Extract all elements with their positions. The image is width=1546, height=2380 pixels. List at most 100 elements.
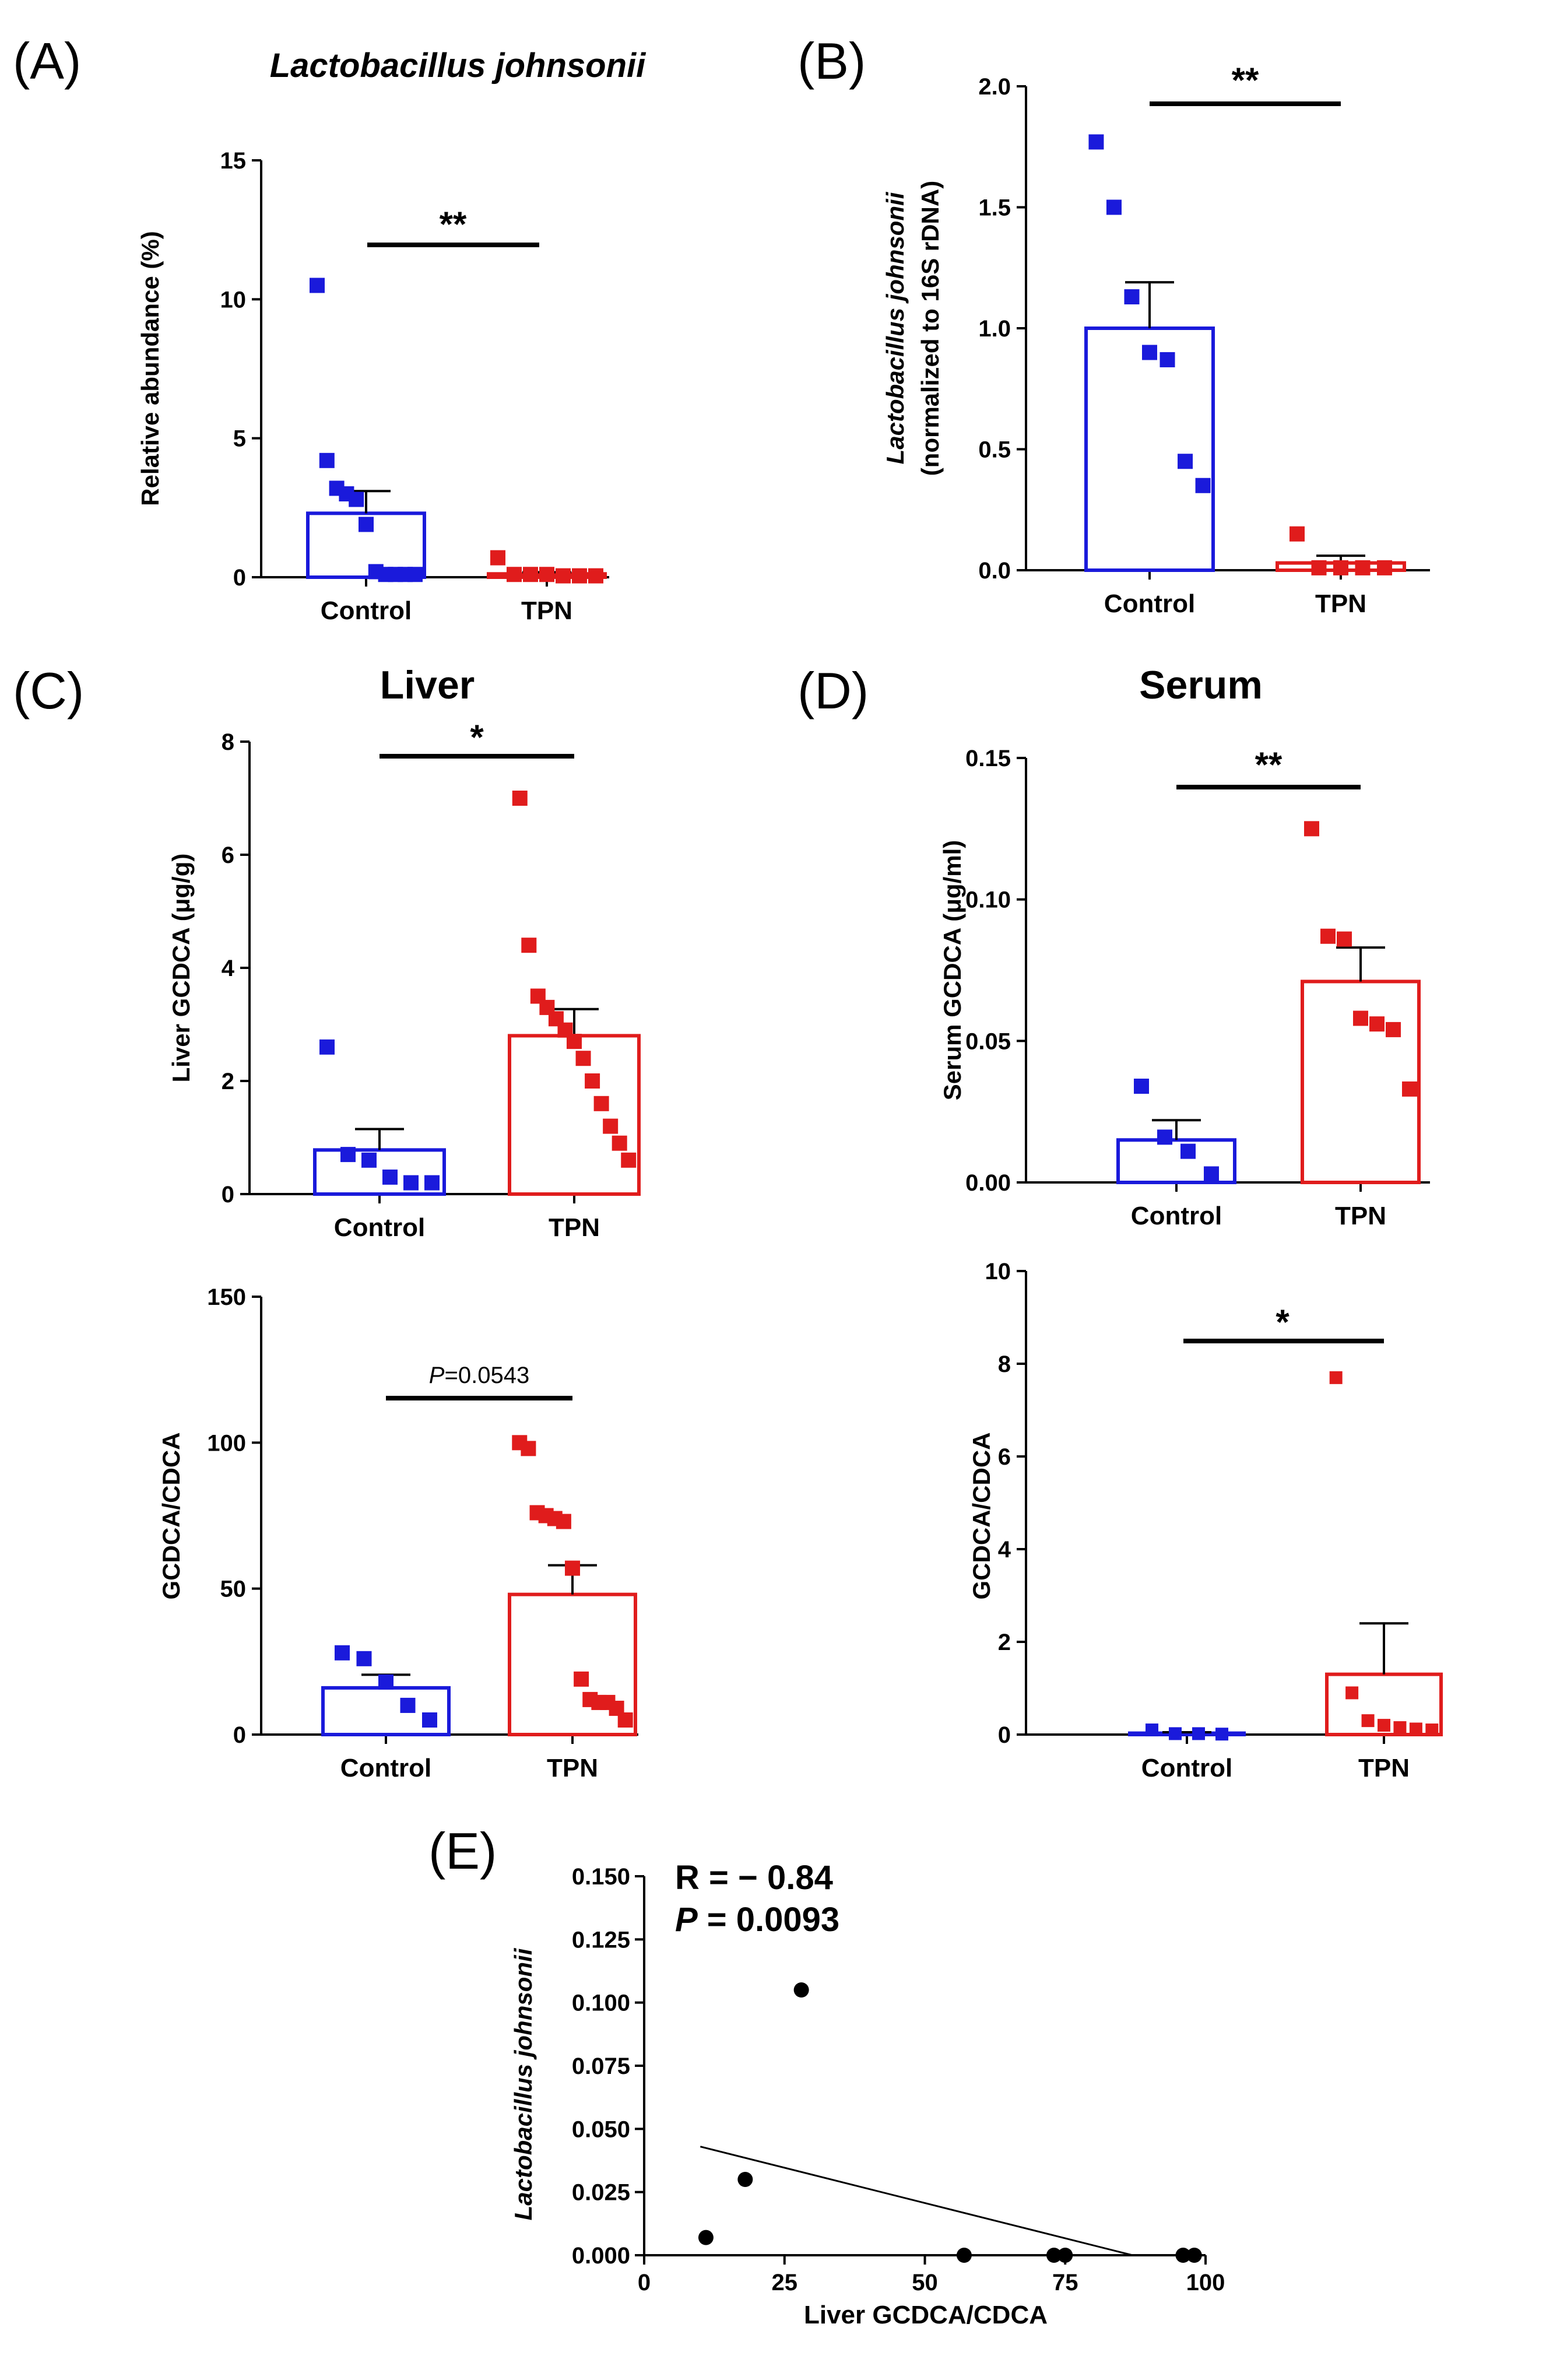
panel-label-b: (B) — [797, 32, 866, 90]
chart-b-data-point — [1142, 345, 1157, 360]
chart-c-bottom-y-tick-label: 0 — [233, 1722, 246, 1748]
chart-e-y-tick-label: 0.000 — [572, 2243, 630, 2269]
chart-b-data-point — [1160, 352, 1175, 367]
chart-e-data-point — [698, 2230, 714, 2245]
chart-d-bottom-y-tick-label: 0 — [998, 1722, 1011, 1748]
chart-e-x-tick-label: 100 — [1186, 2270, 1225, 2295]
chart-d-top-data-point — [1180, 1143, 1196, 1159]
chart-c-top-y-tick-label: 0 — [222, 1182, 234, 1207]
chart-b-group: 0.0 0.5 1.0 1.5 2.0 Control TPN ** Lactobacillus… — [881, 61, 1430, 618]
chart-d-bottom-y-tick-label: 6 — [998, 1444, 1011, 1470]
chart-d-top-y-tick-label: 0.15 — [965, 746, 1011, 771]
chart-b-data-point — [1333, 560, 1348, 575]
chart-d-bottom-data-point — [1361, 1714, 1375, 1728]
chart-b-category-label: TPN — [1315, 589, 1366, 618]
chart-d-top-data-point — [1304, 821, 1319, 837]
chart-e-stat-p: P = 0.0093 — [675, 1901, 839, 1939]
chart-d-top-y-tick-label: 0.00 — [965, 1170, 1011, 1196]
chart-c-top-data-point — [575, 1051, 591, 1066]
chart-e-y-tick-label: 0.050 — [572, 2116, 630, 2142]
chart-d-bottom-data-point — [1409, 1722, 1422, 1736]
chart-b-y-tick-label: 0.0 — [978, 558, 1011, 584]
chart-e-data-point — [737, 2172, 753, 2187]
chart-a-data-point — [507, 567, 522, 582]
chart-e-y-tick-label: 0.100 — [572, 1991, 630, 2016]
chart-a-data-point — [490, 550, 505, 566]
chart-c-bottom-group: 0 50 100 150 Control TPN P=0.0543 GCDCA/CDCA — [157, 1284, 638, 1782]
chart-e-group: 0.000 0.025 0.050 0.075 0.100 0.125 0.150 0 25 50… — [510, 1859, 1225, 2329]
panel-label-c: (C) — [13, 662, 84, 719]
serum-section-title: Serum — [1139, 663, 1263, 707]
chart-c-bottom-category-label: Control — [340, 1754, 431, 1782]
chart-d-top-y-tick-label: 0.10 — [965, 887, 1011, 913]
chart-d-top-data-point — [1402, 1081, 1417, 1097]
chart-b-y-tick-label: 0.5 — [978, 437, 1011, 463]
chart-e-data-point — [1046, 2248, 1062, 2263]
chart-e-x-tick-label: 50 — [912, 2270, 938, 2295]
chart-e-data-point — [1175, 2248, 1191, 2263]
chart-a-y-tick-label: 10 — [220, 287, 247, 313]
chart-c-bottom-data-point — [521, 1441, 536, 1456]
chart-c-bottom-y-tick-label: 150 — [207, 1284, 246, 1310]
chart-b-data-point — [1377, 560, 1392, 575]
chart-b-significance-label: ** — [1232, 61, 1259, 100]
chart-d-bottom-data-point — [1345, 1686, 1359, 1700]
chart-c-top-group: 0 2 4 6 8 Control TPN * Liver GCDCA (μg/g) — [167, 718, 641, 1242]
chart-d-bottom-data-point — [1329, 1371, 1343, 1384]
chart-c-bottom-data-point — [565, 1560, 580, 1576]
chart-e-data-point — [1057, 2248, 1073, 2263]
chart-b-data-point — [1106, 199, 1122, 215]
chart-d-bottom-y-tick-label: 8 — [998, 1352, 1011, 1377]
chart-c-top-data-point — [319, 1039, 335, 1055]
chart-d-bottom-y-tick-label: 2 — [998, 1630, 1011, 1655]
chart-a-y-tick-label: 15 — [220, 148, 247, 174]
panel-label-e: (E) — [428, 1822, 497, 1880]
chart-c-bottom-bar — [321, 1686, 451, 1736]
chart-c-top-bar — [508, 1034, 641, 1196]
chart-c-bottom-data-point — [556, 1514, 571, 1529]
chart-c-top-data-point — [424, 1175, 440, 1191]
chart-a-data-point — [359, 517, 374, 532]
chart-e-x-axis-label: Liver GCDCA/CDCA — [804, 2301, 1048, 2329]
chart-e-fit-line — [700, 2146, 1133, 2256]
chart-d-top-data-point — [1204, 1166, 1219, 1182]
chart-d-bottom-y-axis-label: GCDCA/CDCA — [968, 1433, 995, 1600]
chart-e-stat-p-value: = 0.0093 — [698, 1901, 840, 1939]
chart-c-top-category-label: TPN — [549, 1213, 600, 1242]
chart-e-stat-r: R = − 0.84 — [675, 1859, 833, 1897]
chart-b-category-label: Control — [1104, 589, 1195, 618]
chart-d-bottom-y-tick-label: 10 — [985, 1259, 1011, 1284]
chart-d-top-data-point — [1369, 1016, 1385, 1032]
chart-e-x-tick-label: 0 — [638, 2270, 651, 2295]
chart-e-data-point — [956, 2248, 972, 2263]
chart-a-y-tick-label: 5 — [233, 426, 246, 452]
chart-c-top-data-point — [603, 1118, 619, 1134]
chart-c-bottom-data-point — [400, 1697, 416, 1713]
chart-d-bottom-significance-label: * — [1276, 1303, 1289, 1342]
chart-c-bottom-data-point — [422, 1712, 437, 1728]
chart-b-y-axis-label-line2: (normalized to 16S rDNA) — [916, 181, 944, 476]
chart-d-top-data-point — [1320, 928, 1336, 944]
chart-a-data-point — [319, 452, 335, 468]
chart-d-top-data-point — [1337, 931, 1352, 947]
chart-b-data-point — [1195, 478, 1211, 493]
chart-c-bottom-category-label: TPN — [547, 1754, 598, 1782]
chart-c-top-data-point — [593, 1096, 609, 1111]
chart-b-y-axis-label-line1: Lactobacillus johnsonii — [881, 191, 909, 464]
chart-c-top-category-label: Control — [334, 1213, 425, 1242]
charts: 0 5 10 15 Control TPN ** Lactobacillus johnsoni… — [136, 47, 1443, 2329]
chart-e-y-tick-label: 0.125 — [572, 1927, 630, 1953]
chart-c-top-data-point — [621, 1152, 637, 1168]
chart-c-bottom-data-point — [378, 1674, 393, 1690]
chart-e-x-tick-label: 75 — [1052, 2270, 1078, 2295]
chart-c-top-data-point — [340, 1147, 356, 1163]
chart-d-bottom-data-point — [1378, 1719, 1390, 1732]
chart-e-data-point — [793, 1982, 809, 1998]
chart-d-top-y-axis-label: Serum GCDCA (μg/ml) — [939, 840, 966, 1101]
chart-d-bottom-category-label: TPN — [1358, 1754, 1410, 1782]
chart-e-y-tick-label: 0.075 — [572, 2053, 630, 2079]
chart-c-bottom-significance-value: =0.0543 — [444, 1363, 529, 1388]
panel-label-d: (D) — [797, 662, 869, 719]
chart-c-top-y-tick-label: 4 — [222, 956, 235, 981]
chart-d-bottom-data-point — [1425, 1723, 1439, 1737]
